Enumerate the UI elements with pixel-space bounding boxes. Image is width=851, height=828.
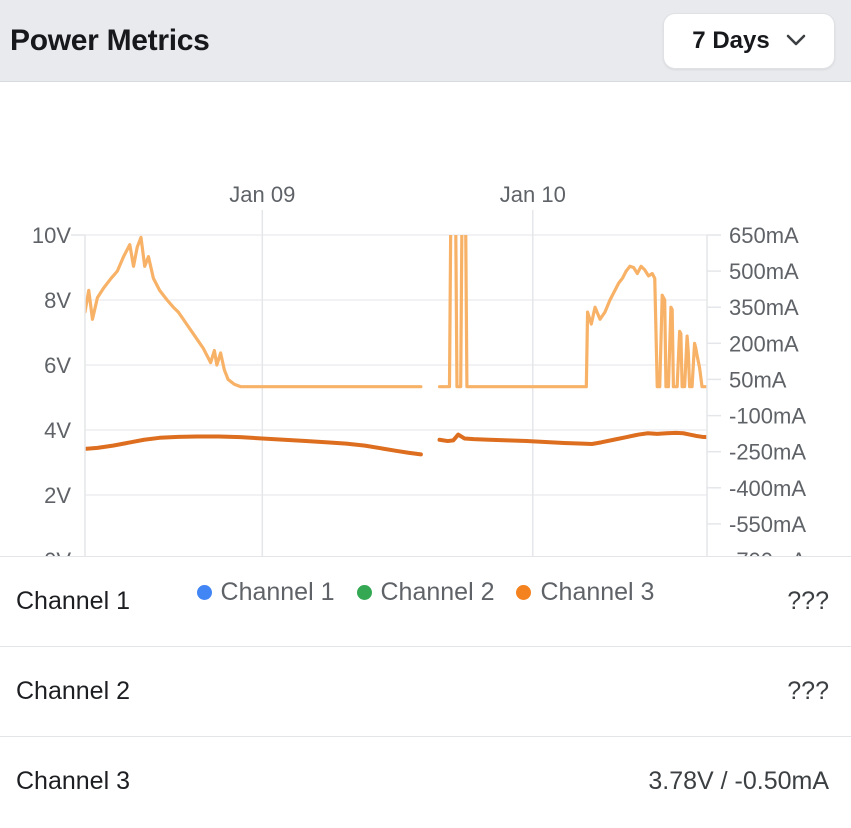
chart-tick-labels: 0V 2V 4V 6V 8V 10V -700mA -550mA -400mA -250mA -10…	[32, 182, 807, 556]
svg-text:200mA: 200mA	[729, 331, 799, 356]
legend-dot-channel-3	[516, 585, 532, 600]
svg-text:6V: 6V	[44, 353, 71, 378]
chevron-down-icon	[786, 34, 806, 47]
time-range-dropdown[interactable]: 7 Days	[663, 12, 835, 69]
chart-legend: Channel 1 Channel 2 Channel 3	[0, 578, 851, 607]
svg-text:-100mA: -100mA	[729, 404, 806, 429]
legend-item-channel-1[interactable]: Channel 1	[196, 578, 335, 607]
svg-text:2V: 2V	[44, 483, 71, 508]
svg-text:-550mA: -550mA	[729, 512, 806, 537]
table-row[interactable]: Channel 1 ???	[0, 556, 851, 646]
svg-text:0V: 0V	[44, 548, 71, 556]
channel-name: Channel 2	[16, 677, 130, 705]
svg-text:50mA: 50mA	[729, 367, 787, 392]
card-header: Power Metrics 7 Days	[0, 0, 851, 82]
legend-dot-channel-2	[356, 585, 372, 600]
table-row[interactable]: Channel 2 ???	[0, 646, 851, 736]
legend-label-channel-2: Channel 2	[380, 578, 495, 606]
power-chart[interactable]: 0V 2V 4V 6V 8V 10V -700mA -550mA -400mA -250mA -10…	[0, 82, 851, 556]
svg-text:650mA: 650mA	[729, 223, 799, 248]
channel-value: 3.78V / -0.50mA	[648, 767, 829, 795]
page-title: Power Metrics	[10, 23, 210, 57]
svg-text:8V: 8V	[44, 288, 71, 313]
channel-value: ???	[787, 677, 829, 705]
legend-item-channel-2[interactable]: Channel 2	[356, 578, 495, 607]
time-range-label: 7 Days	[692, 26, 770, 54]
svg-text:4V: 4V	[44, 418, 71, 443]
legend-item-channel-3[interactable]: Channel 3	[516, 578, 654, 607]
svg-text:10V: 10V	[32, 223, 71, 248]
channel-name: Channel 1	[16, 587, 130, 615]
legend-label-channel-1: Channel 1	[220, 578, 335, 606]
chart-series	[85, 235, 707, 457]
svg-text:Jan 09: Jan 09	[229, 182, 295, 207]
channel-value: ???	[787, 587, 829, 615]
table-row[interactable]: Channel 3 3.78V / -0.50mA	[0, 736, 851, 826]
svg-text:-400mA: -400mA	[729, 476, 806, 501]
chart-gridlines	[85, 210, 707, 556]
channel-list: Channel 1 ??? Channel 2 ??? Channel 3 3.…	[0, 556, 851, 828]
legend-dot-channel-1	[196, 585, 212, 600]
svg-text:500mA: 500mA	[729, 259, 799, 284]
channel-name: Channel 3	[16, 767, 130, 795]
svg-text:-700mA: -700mA	[729, 548, 806, 556]
svg-text:Jan 10: Jan 10	[500, 182, 566, 207]
svg-text:350mA: 350mA	[729, 295, 799, 320]
chart-area: 0V 2V 4V 6V 8V 10V -700mA -550mA -400mA -250mA -10…	[0, 82, 851, 606]
legend-label-channel-3: Channel 3	[540, 578, 655, 606]
chart-frame	[71, 234, 708, 556]
svg-text:-250mA: -250mA	[729, 440, 806, 465]
